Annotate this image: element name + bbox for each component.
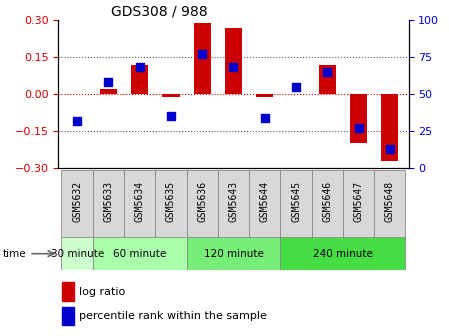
- Bar: [280, 170, 312, 237]
- Point: [230, 65, 237, 70]
- Text: GSM5645: GSM5645: [291, 181, 301, 222]
- Bar: [218, 170, 249, 237]
- Bar: [163, 94, 180, 96]
- Point: [167, 114, 175, 119]
- Text: GSM5634: GSM5634: [135, 181, 145, 222]
- Bar: [124, 170, 155, 237]
- Bar: [194, 23, 211, 94]
- Bar: [312, 170, 343, 237]
- Bar: [131, 65, 148, 94]
- Text: GSM5644: GSM5644: [260, 181, 270, 222]
- Text: GSM5635: GSM5635: [166, 181, 176, 222]
- Bar: [93, 170, 124, 237]
- Point: [261, 115, 269, 120]
- Bar: [280, 237, 405, 270]
- Text: GSM5646: GSM5646: [322, 181, 332, 222]
- Bar: [62, 237, 93, 270]
- Text: log ratio: log ratio: [79, 287, 126, 297]
- Bar: [350, 94, 367, 143]
- Bar: [155, 170, 187, 237]
- Bar: [256, 94, 273, 96]
- Point: [198, 51, 206, 57]
- Text: 30 minute: 30 minute: [50, 249, 104, 259]
- Text: 240 minute: 240 minute: [313, 249, 373, 259]
- Bar: [381, 94, 398, 161]
- Bar: [62, 307, 74, 325]
- Bar: [62, 282, 74, 301]
- Point: [355, 125, 362, 131]
- Text: GSM5636: GSM5636: [197, 181, 207, 222]
- Point: [74, 118, 81, 123]
- Point: [105, 80, 112, 85]
- Bar: [225, 28, 242, 94]
- Point: [292, 84, 299, 89]
- Text: GSM5643: GSM5643: [229, 181, 238, 222]
- Text: GDS308 / 988: GDS308 / 988: [111, 5, 207, 19]
- Bar: [100, 89, 117, 94]
- Bar: [93, 237, 187, 270]
- Text: GSM5632: GSM5632: [72, 181, 82, 222]
- Bar: [343, 170, 374, 237]
- Text: GSM5648: GSM5648: [385, 181, 395, 222]
- Point: [324, 69, 331, 75]
- Bar: [374, 170, 405, 237]
- Bar: [62, 170, 93, 237]
- Text: percentile rank within the sample: percentile rank within the sample: [79, 311, 267, 321]
- Text: GSM5633: GSM5633: [103, 181, 114, 222]
- Point: [386, 146, 393, 152]
- Text: 60 minute: 60 minute: [113, 249, 166, 259]
- Bar: [187, 237, 280, 270]
- Text: GSM5647: GSM5647: [353, 181, 364, 222]
- Text: 120 minute: 120 minute: [203, 249, 264, 259]
- Text: time: time: [2, 249, 26, 259]
- Bar: [319, 65, 336, 94]
- Point: [136, 65, 143, 70]
- Bar: [187, 170, 218, 237]
- Bar: [249, 170, 280, 237]
